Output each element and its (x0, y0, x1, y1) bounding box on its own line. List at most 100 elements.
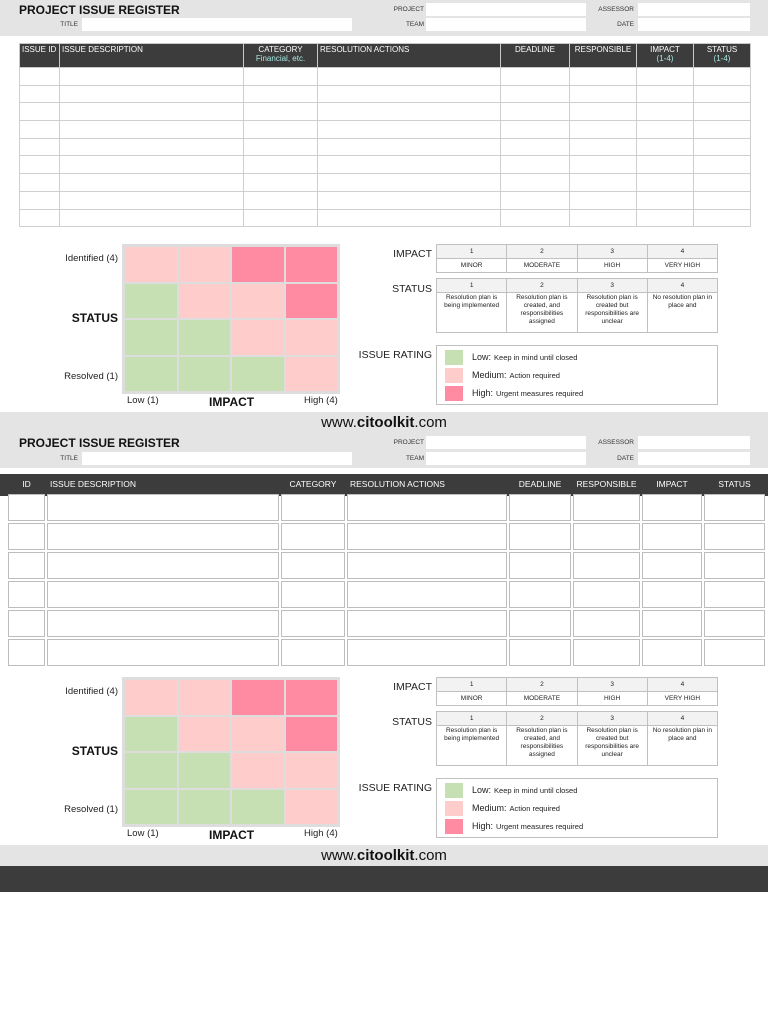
table-cell[interactable] (500, 173, 570, 192)
table-cell[interactable] (693, 208, 751, 228)
table-cell[interactable] (59, 208, 244, 228)
table-cell[interactable] (573, 610, 640, 637)
table-cell[interactable] (347, 552, 507, 579)
table-cell[interactable] (8, 639, 45, 666)
table-cell[interactable] (243, 120, 318, 139)
table-cell[interactable] (693, 190, 751, 210)
table-cell[interactable] (243, 102, 318, 122)
table-cell[interactable] (243, 208, 318, 228)
table-cell[interactable] (569, 102, 637, 122)
table-cell[interactable] (8, 581, 45, 608)
table-cell[interactable] (47, 552, 279, 579)
table-cell[interactable] (8, 552, 45, 579)
table-cell[interactable] (500, 137, 570, 157)
table-cell[interactable] (569, 208, 637, 228)
table-cell[interactable] (642, 552, 702, 579)
table-cell[interactable] (59, 120, 244, 139)
table-cell[interactable] (693, 120, 751, 139)
table-cell[interactable] (509, 639, 571, 666)
table-cell[interactable] (569, 120, 637, 139)
table-cell[interactable] (243, 84, 318, 104)
table-cell[interactable] (704, 552, 765, 579)
table-cell[interactable] (281, 639, 345, 666)
table-cell[interactable] (19, 102, 60, 122)
table-cell[interactable] (509, 494, 571, 521)
table-cell[interactable] (509, 552, 571, 579)
title-field-2[interactable] (82, 452, 352, 465)
table-cell[interactable] (500, 67, 570, 86)
table-cell[interactable] (59, 173, 244, 192)
table-cell[interactable] (704, 610, 765, 637)
table-cell[interactable] (704, 639, 765, 666)
table-cell[interactable] (693, 84, 751, 104)
title-field[interactable] (82, 18, 352, 31)
table-cell[interactable] (47, 523, 279, 550)
table-cell[interactable] (243, 190, 318, 210)
table-cell[interactable] (693, 102, 751, 122)
table-cell[interactable] (19, 120, 60, 139)
table-cell[interactable] (693, 67, 751, 86)
assessor-field[interactable] (638, 3, 750, 16)
table-cell[interactable] (642, 494, 702, 521)
table-cell[interactable] (59, 84, 244, 104)
table-cell[interactable] (573, 523, 640, 550)
table-cell[interactable] (8, 494, 45, 521)
table-cell[interactable] (59, 102, 244, 122)
table-cell[interactable] (500, 190, 570, 210)
table-cell[interactable] (636, 155, 694, 175)
brand-footer-2[interactable]: www.citoolkit.com (0, 845, 768, 867)
table-cell[interactable] (509, 523, 571, 550)
table-cell[interactable] (636, 67, 694, 86)
table-cell[interactable] (569, 155, 637, 175)
table-cell[interactable] (47, 581, 279, 608)
table-cell[interactable] (347, 494, 507, 521)
table-cell[interactable] (569, 84, 637, 104)
table-cell[interactable] (8, 523, 45, 550)
table-cell[interactable] (636, 102, 694, 122)
project-field-2[interactable] (426, 436, 586, 449)
table-cell[interactable] (500, 102, 570, 122)
team-field-2[interactable] (426, 452, 586, 465)
table-cell[interactable] (317, 84, 501, 104)
table-cell[interactable] (569, 173, 637, 192)
project-field[interactable] (426, 3, 586, 16)
table-cell[interactable] (19, 155, 60, 175)
table-cell[interactable] (573, 581, 640, 608)
table-cell[interactable] (243, 67, 318, 86)
date-field[interactable] (638, 18, 750, 31)
table-cell[interactable] (642, 610, 702, 637)
table-cell[interactable] (642, 581, 702, 608)
table-cell[interactable] (19, 84, 60, 104)
table-cell[interactable] (347, 523, 507, 550)
table-cell[interactable] (569, 190, 637, 210)
table-cell[interactable] (281, 552, 345, 579)
table-cell[interactable] (636, 208, 694, 228)
table-cell[interactable] (500, 84, 570, 104)
table-cell[interactable] (642, 639, 702, 666)
brand-footer[interactable]: www.citoolkit.com (0, 412, 768, 434)
table-cell[interactable] (636, 120, 694, 139)
table-cell[interactable] (281, 581, 345, 608)
table-cell[interactable] (281, 610, 345, 637)
table-cell[interactable] (642, 523, 702, 550)
team-field[interactable] (426, 18, 586, 31)
table-cell[interactable] (243, 137, 318, 157)
table-cell[interactable] (47, 494, 279, 521)
table-cell[interactable] (317, 190, 501, 210)
table-cell[interactable] (317, 120, 501, 139)
table-cell[interactable] (281, 494, 345, 521)
table-cell[interactable] (500, 155, 570, 175)
table-cell[interactable] (317, 208, 501, 228)
table-cell[interactable] (636, 84, 694, 104)
table-cell[interactable] (59, 67, 244, 86)
table-cell[interactable] (317, 155, 501, 175)
table-cell[interactable] (59, 190, 244, 210)
table-cell[interactable] (569, 67, 637, 86)
table-cell[interactable] (500, 208, 570, 228)
table-cell[interactable] (704, 581, 765, 608)
table-cell[interactable] (317, 137, 501, 157)
table-cell[interactable] (509, 581, 571, 608)
table-cell[interactable] (569, 137, 637, 157)
table-cell[interactable] (281, 523, 345, 550)
table-cell[interactable] (347, 639, 507, 666)
